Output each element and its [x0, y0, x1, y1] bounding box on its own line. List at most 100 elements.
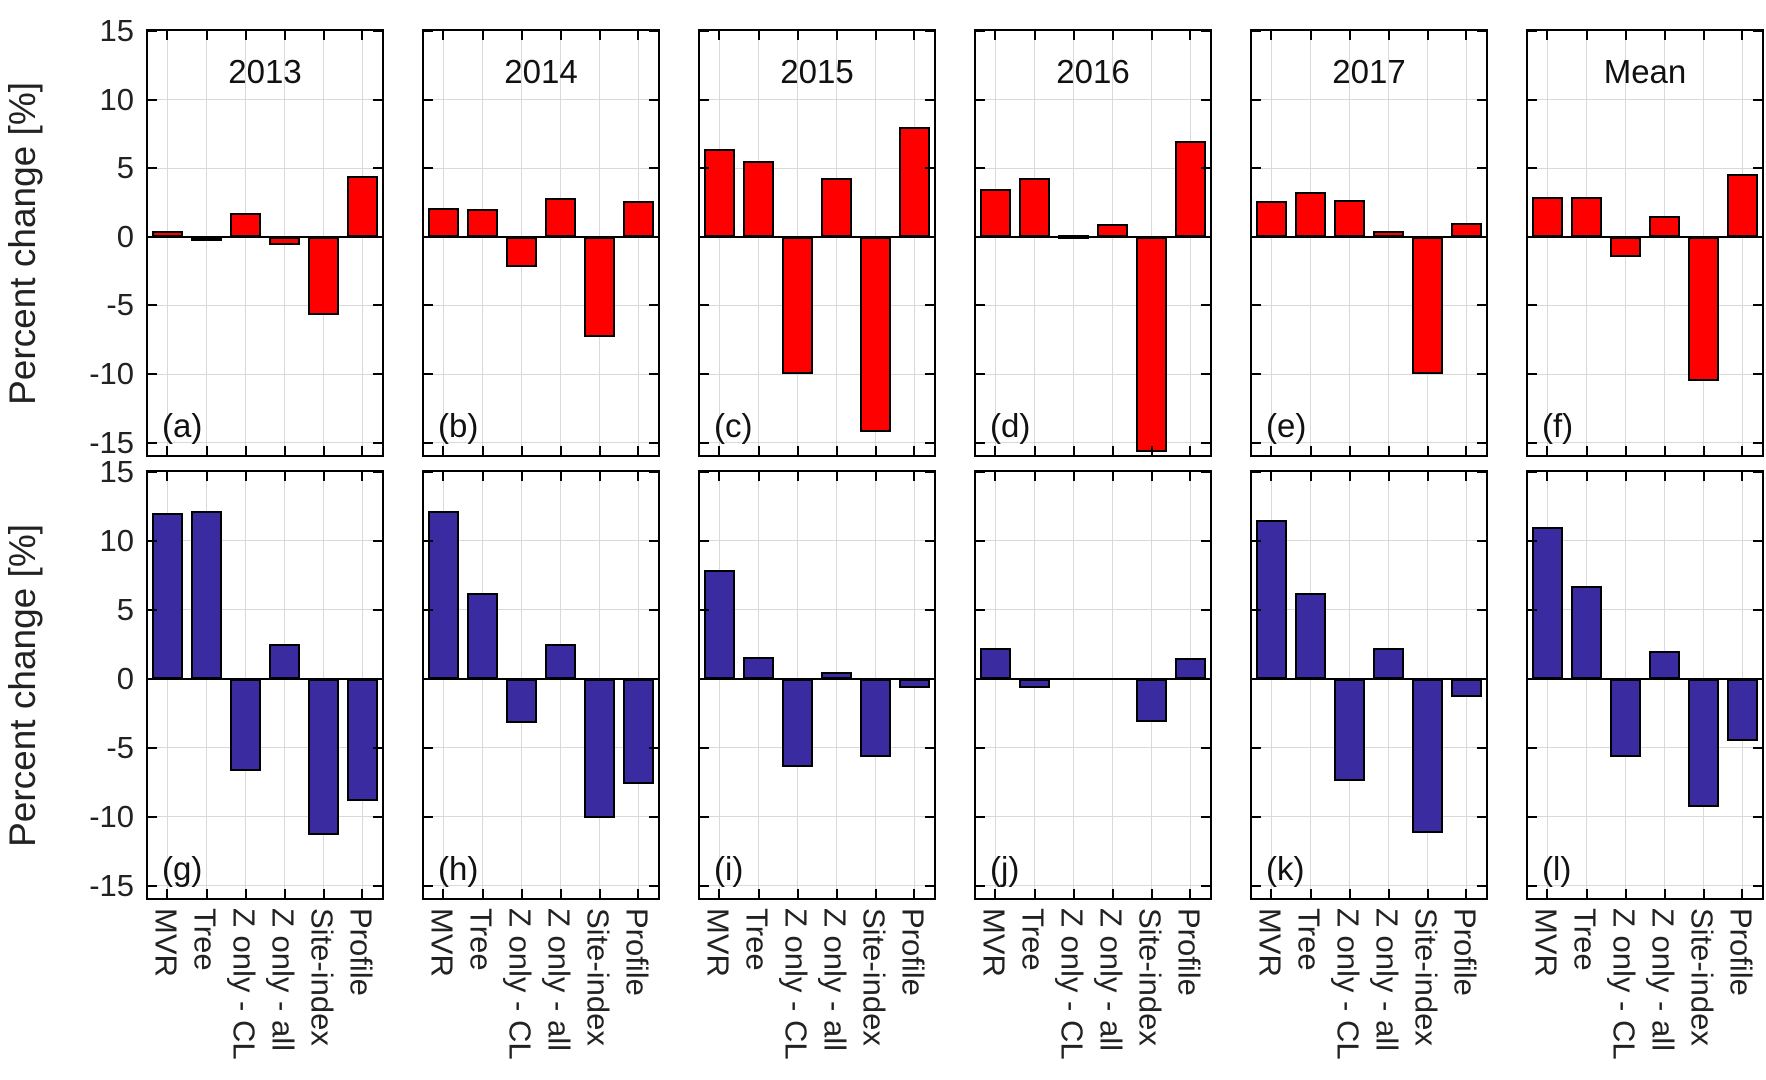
- y-tick: [649, 884, 658, 887]
- y-tick: [1201, 471, 1210, 473]
- gridline-horizontal: [424, 373, 658, 375]
- gridline-horizontal: [148, 540, 382, 542]
- y-axis-label-cell-bottom: Percent change [%]: [0, 470, 108, 900]
- gridline-vertical: [1546, 31, 1548, 455]
- x-tick: [1387, 472, 1390, 481]
- gridline-vertical: [166, 31, 168, 455]
- panel-title: 2014: [504, 53, 578, 90]
- panel-letter: (f): [1542, 407, 1574, 444]
- chart-panel-c: 2015 (c): [698, 29, 936, 457]
- y-tick: [1201, 539, 1210, 542]
- y-tick: [1528, 608, 1537, 611]
- x-tick: [1546, 472, 1549, 481]
- x-tick-label: Z only - CL: [778, 908, 814, 1060]
- y-tick: [424, 815, 433, 818]
- y-tick: [1477, 608, 1486, 611]
- y-tick: [148, 304, 157, 307]
- x-tick: [361, 31, 364, 40]
- gridline-vertical: [1310, 472, 1311, 898]
- x-tick: [1033, 889, 1036, 898]
- y-tick-label: -10: [89, 798, 134, 834]
- x-tick: [1150, 31, 1153, 40]
- bar: [544, 198, 577, 237]
- x-tick: [835, 472, 838, 481]
- x-tick: [322, 889, 325, 898]
- bar: [1255, 201, 1288, 237]
- x-tick-label: MVR: [700, 908, 736, 977]
- y-tick: [373, 677, 382, 680]
- y-tick: [976, 471, 985, 473]
- x-tick-label: Z only - all: [1369, 908, 1405, 1051]
- y-tick: [1528, 746, 1537, 749]
- bar: [1726, 173, 1759, 237]
- bar: [1411, 236, 1444, 375]
- y-tick: [700, 441, 709, 444]
- gridline-horizontal: [1252, 373, 1486, 375]
- gridline-horizontal: [1252, 304, 1486, 306]
- x-tick: [481, 31, 484, 40]
- x-tick: [1585, 889, 1588, 898]
- gridline-vertical: [284, 472, 285, 898]
- x-tick: [1111, 31, 1114, 40]
- y-tick: [1528, 235, 1537, 238]
- y-tick: [925, 235, 934, 238]
- y-tick: [424, 539, 433, 542]
- gridline-horizontal: [1252, 442, 1486, 444]
- y-tick: [1753, 167, 1762, 170]
- x-tick: [796, 446, 799, 455]
- x-tick: [796, 472, 799, 481]
- x-tick-label: MVR: [1528, 908, 1564, 977]
- y-tick: [925, 746, 934, 749]
- y-tick: [424, 441, 433, 444]
- y-tick: [373, 884, 382, 887]
- x-tick: [442, 31, 445, 40]
- zero-baseline: [976, 677, 1210, 680]
- y-tick: [1252, 98, 1261, 101]
- gridline-horizontal: [976, 304, 1210, 306]
- y-tick: [148, 746, 157, 749]
- y-tick-label: 15: [99, 13, 134, 48]
- y-tick: [649, 235, 658, 238]
- gridline-horizontal: [976, 540, 1210, 542]
- x-tick-label: Tree: [1567, 908, 1603, 971]
- gridline-vertical: [718, 31, 720, 455]
- bar: [703, 569, 736, 679]
- gridline-horizontal: [700, 747, 934, 749]
- y-tick: [1528, 304, 1537, 307]
- y-tick: [1252, 815, 1261, 818]
- gridline-horizontal: [700, 885, 934, 887]
- gridline-vertical: [442, 472, 444, 898]
- bar: [466, 593, 499, 679]
- bar: [859, 678, 892, 758]
- x-tick: [637, 446, 640, 455]
- bar: [1570, 586, 1603, 679]
- panel-letter: (g): [162, 850, 203, 887]
- y-tick: [649, 98, 658, 101]
- x-tick-label: MVR: [1252, 908, 1288, 977]
- x-tick: [166, 446, 169, 455]
- gridline-vertical: [1073, 31, 1074, 455]
- x-tick: [1309, 446, 1312, 455]
- zero-baseline: [148, 677, 382, 680]
- gridline-horizontal: [424, 540, 658, 542]
- x-tick: [361, 446, 364, 455]
- gridline-horizontal: [148, 99, 382, 101]
- bar: [1450, 678, 1483, 697]
- y-tick: [976, 167, 985, 170]
- y-tick: [1477, 235, 1486, 238]
- y-tick: [148, 235, 157, 238]
- bar: [1570, 197, 1603, 237]
- y-tick: [1252, 30, 1261, 32]
- y-tick: [1528, 884, 1537, 887]
- gridline-horizontal: [148, 609, 382, 611]
- y-tick: [925, 441, 934, 444]
- y-tick: [700, 815, 709, 818]
- gridline-horizontal: [1528, 609, 1762, 611]
- y-tick-label: 5: [116, 150, 134, 186]
- bar: [505, 678, 538, 723]
- zero-baseline: [148, 235, 382, 238]
- x-tick: [1741, 472, 1744, 481]
- gridline-vertical: [994, 472, 996, 898]
- y-tick: [1753, 608, 1762, 611]
- gridline-vertical: [1349, 31, 1350, 455]
